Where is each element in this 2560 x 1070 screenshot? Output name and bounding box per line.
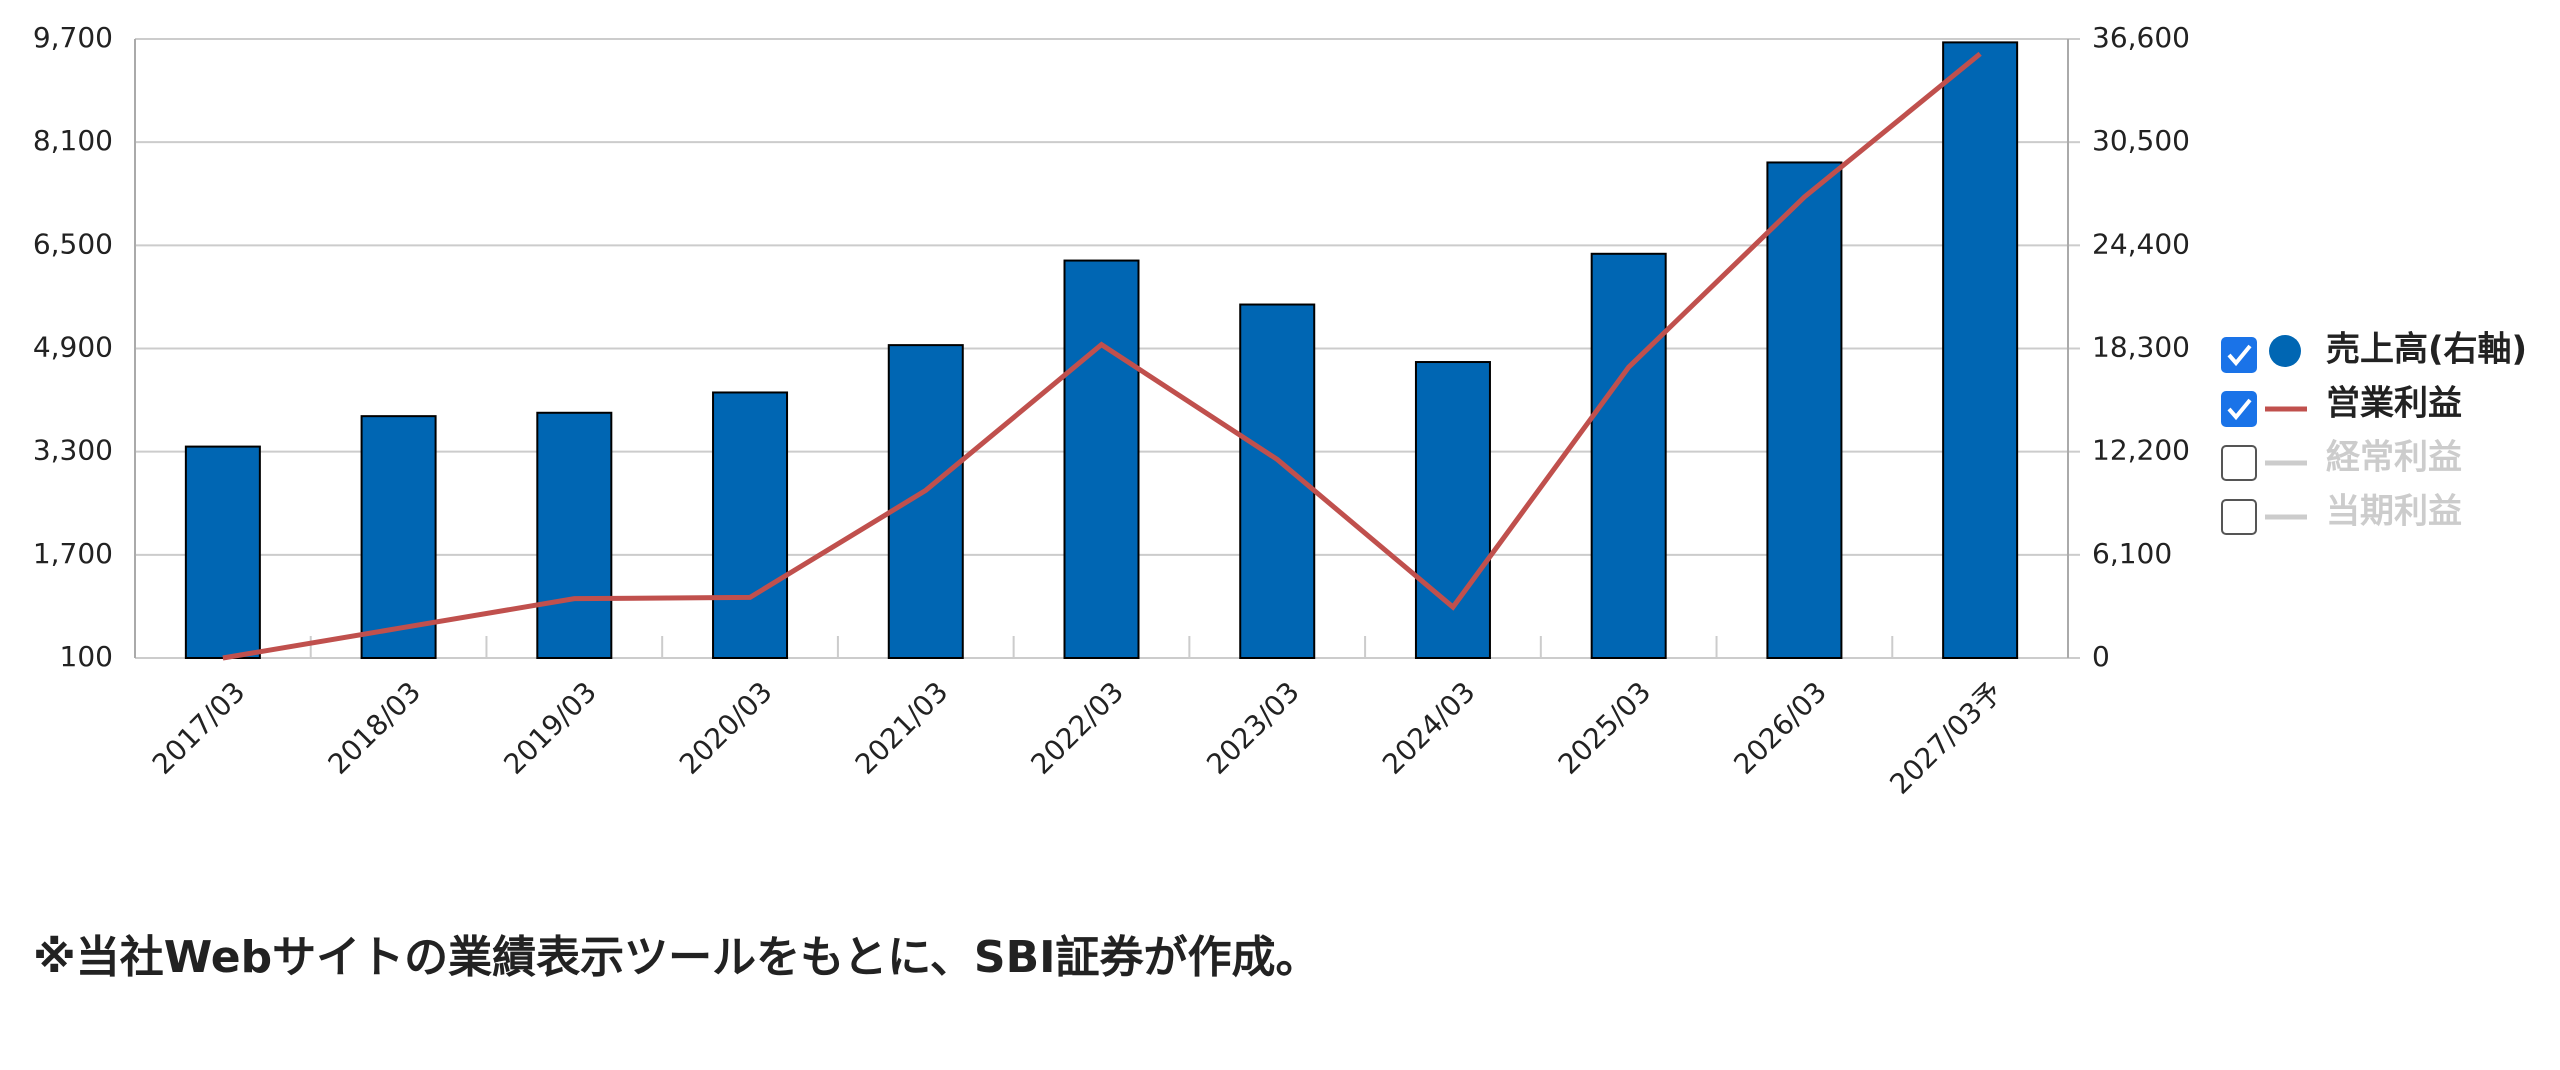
x-tick-label: 2027/03予	[1883, 675, 2008, 800]
checkmark	[2227, 344, 2252, 367]
x-tick-label: 2019/03	[497, 675, 603, 781]
y-tick-label: 8,100	[33, 124, 113, 157]
y-tick-label: 1,700	[33, 537, 113, 570]
y2-tick-label: 12,200	[2092, 434, 2190, 467]
y-tick-label: 6,500	[33, 227, 113, 260]
legend-label[interactable]: 売上高(右軸)	[2326, 330, 2527, 370]
y2-tick-label: 6,100	[2092, 537, 2172, 570]
bar	[360, 415, 437, 659]
legend-label[interactable]: 営業利益	[2326, 384, 2462, 424]
legend-checkbox[interactable]	[2221, 391, 2257, 427]
x-tick-label: 2020/03	[673, 675, 779, 781]
checkmark	[2227, 398, 2252, 421]
legend-label[interactable]: 当期利益	[2326, 492, 2462, 532]
bar	[1063, 259, 1140, 659]
x-tick-label: 2018/03	[322, 675, 428, 781]
bar	[536, 411, 613, 659]
bar	[1590, 252, 1667, 659]
bar	[184, 445, 261, 659]
legend-checkbox[interactable]	[2221, 337, 2257, 373]
bar	[1414, 361, 1491, 659]
legend-checkbox[interactable]	[2221, 445, 2257, 481]
bar	[1766, 161, 1843, 659]
footnote: ※当社Webサイトの業績表示ツールをもとに、SBI証券が作成。	[33, 932, 1319, 983]
x-tick-label: 2023/03	[1200, 675, 1306, 781]
y2-tick-label: 30,500	[2092, 124, 2190, 157]
y2-tick-label: 24,400	[2092, 227, 2190, 260]
line	[222, 51, 1982, 661]
y-tick-label: 3,300	[33, 434, 113, 467]
bar	[887, 344, 964, 659]
x-tick-label: 2022/03	[1025, 675, 1131, 781]
legend-marker	[2269, 335, 2301, 367]
y2-tick-label: 0	[2092, 640, 2110, 673]
y-tick-label: 9,700	[33, 21, 113, 54]
y-tick-label: 100	[60, 640, 113, 673]
x-tick-label: 2017/03	[146, 675, 252, 781]
bar	[1942, 41, 2019, 660]
x-tick-label: 2021/03	[849, 675, 955, 781]
legend-checkbox[interactable]	[2221, 499, 2257, 535]
legend-label[interactable]: 経常利益	[2326, 438, 2462, 478]
y2-tick-label: 18,300	[2092, 331, 2190, 364]
x-tick-label: 2024/03	[1376, 675, 1482, 781]
bar	[712, 391, 789, 659]
x-tick-label: 2025/03	[1552, 675, 1658, 781]
y-tick-label: 4,900	[33, 331, 113, 364]
y2-tick-label: 36,600	[2092, 21, 2190, 54]
x-tick-label: 2026/03	[1727, 675, 1833, 781]
